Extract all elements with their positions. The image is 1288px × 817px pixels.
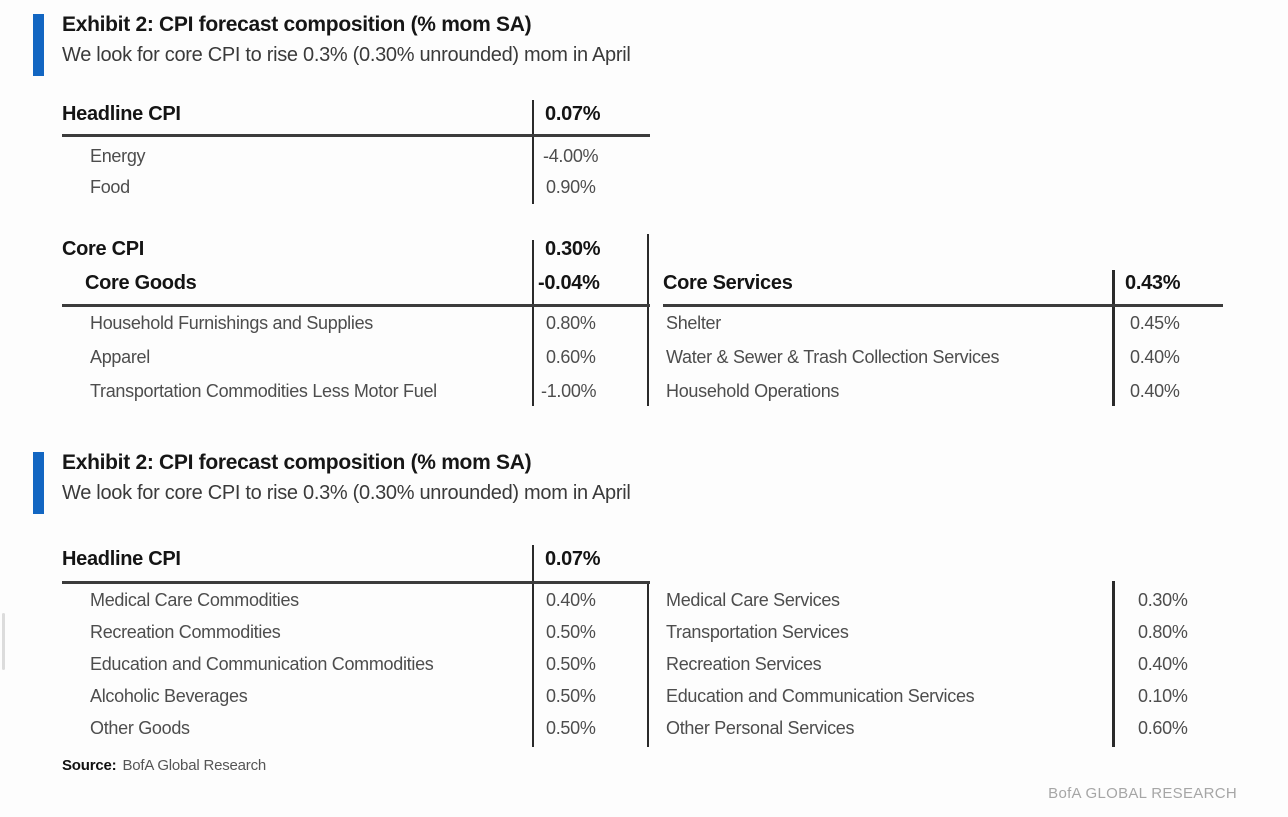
table-row-value: 0.60% [546,347,596,367]
table-row-label: Recreation Services [666,654,822,674]
core-goods-value-divider [532,240,534,406]
table-row-value: 0.40% [1130,381,1180,401]
table-row-label: Medical Care Commodities [90,590,299,610]
table1-header-rule [62,134,650,137]
table-row-label: Food [90,177,130,197]
table-row-value: 0.50% [546,622,596,642]
exhibit-accent-bar [33,14,44,76]
table-row-label: Education and Communication Commodities [90,654,434,674]
table-row-label: Apparel [90,347,150,367]
table-row-label: Household Operations [666,381,840,401]
table-row-value: 0.40% [546,590,596,610]
core-goods-header-rule [62,304,650,307]
table3-services-value-divider [1112,581,1115,747]
headline-cpi-value: 0.07% [545,548,601,570]
exhibit-subtitle: We look for core CPI to rise 0.3% (0.30%… [62,44,631,66]
core-columns-divider [647,234,649,406]
table-row-value: -1.00% [541,381,597,401]
core-services-label: Core Services [663,272,793,294]
table-row-value: 0.50% [546,686,596,706]
source-label: Source: [62,757,117,774]
table-row-label: Household Furnishings and Supplies [90,313,373,333]
table-row-value: 0.10% [1138,686,1188,706]
table-row-value: 0.40% [1138,654,1188,674]
left-edge-mark [2,613,5,670]
core-cpi-value: 0.30% [545,238,601,260]
table3-value-divider-left [532,545,534,747]
table-row-value: 0.50% [546,718,596,738]
core-goods-label: Core Goods [85,272,197,294]
table-row-value: 0.60% [1138,718,1188,738]
table-row-label: Transportation Services [666,622,849,642]
table-row-label: Other Goods [90,718,190,738]
table-row-value: 0.30% [1138,590,1188,610]
core-goods-value: -0.04% [538,272,600,294]
table-row-label: Transportation Commodities Less Motor Fu… [90,381,437,401]
table1-value-divider [532,100,534,204]
table-row-label: Education and Communication Services [666,686,975,706]
exhibit-subtitle: We look for core CPI to rise 0.3% (0.30%… [62,482,631,504]
headline-cpi-label: Headline CPI [62,103,181,125]
core-cpi-label: Core CPI [62,238,145,260]
table-row-label: Recreation Commodities [90,622,281,642]
core-services-value-divider [1112,270,1115,406]
table-row-value: 0.40% [1130,347,1180,367]
table-row-label: Shelter [666,313,721,333]
headline-cpi-label: Headline CPI [62,548,181,570]
table-row-label: Energy [90,146,146,166]
table3-value-divider-right [647,581,649,747]
table-row-value: 0.90% [546,177,596,197]
exhibit-accent-bar [33,452,44,514]
table-row-label: Alcoholic Beverages [90,686,248,706]
table3-header-rule [62,581,650,584]
source-line: Source: BofA Global Research [62,757,266,774]
table-row-value: 0.50% [546,654,596,674]
exhibit-title: Exhibit 2: CPI forecast composition (% m… [62,13,532,36]
table-row-value: 0.45% [1130,313,1180,333]
table-row-label: Water & Sewer & Trash Collection Service… [666,347,1000,367]
headline-cpi-value: 0.07% [545,103,601,125]
bofa-global-research-watermark: BofA GLOBAL RESEARCH [1048,785,1237,802]
table-row-label: Other Personal Services [666,718,855,738]
table-row-label: Medical Care Services [666,590,840,610]
table-row-value: -4.00% [543,146,599,166]
source-text: BofA Global Research [122,757,267,774]
core-services-header-rule [663,304,1223,307]
exhibit-title: Exhibit 2: CPI forecast composition (% m… [62,451,532,474]
core-services-value: 0.43% [1125,272,1181,294]
table-row-value: 0.80% [546,313,596,333]
table-row-value: 0.80% [1138,622,1188,642]
